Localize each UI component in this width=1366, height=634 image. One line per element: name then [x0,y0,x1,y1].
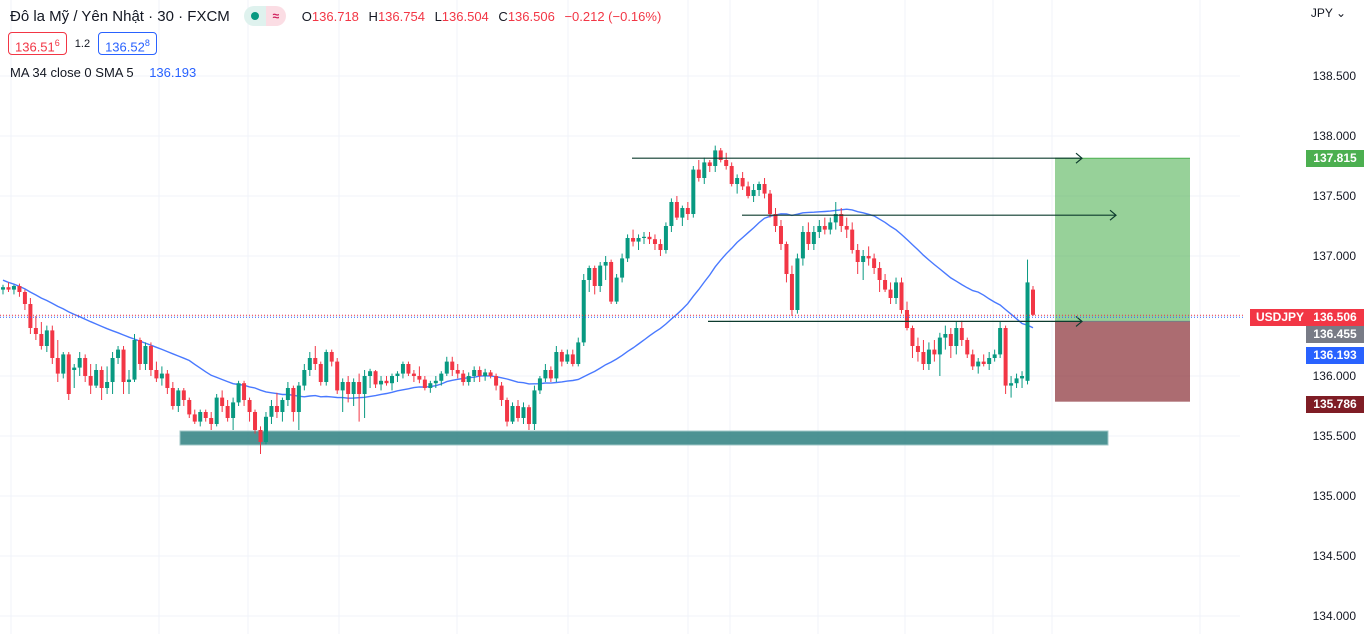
approx-wave-icon: ≈ [265,6,286,26]
change-value: −0.212 (−0.16%) [564,8,662,24]
symbol-legend: Đô la Mỹ / Yên Nhật · 30 · FXCM ≈ O136.7… [10,6,667,26]
ma-indicator-value: 136.193 [149,65,197,80]
low-value: 136.504 [441,8,489,24]
quote-row: 136.516 1.2 136.528 [8,32,157,55]
currency-selector[interactable]: JPY ⌄ [1310,6,1346,20]
price-axis-tick: 136.000 [1312,369,1356,383]
buy-button[interactable]: 136.528 [98,32,157,55]
price-axis-tick: 138.000 [1312,129,1356,143]
horizontal-rays[interactable] [632,152,1117,327]
entry-price-tag: 136.455 [1306,326,1364,343]
price-axis-tick: 135.500 [1312,429,1356,443]
high-value: 136.754 [377,8,425,24]
ma-price-tag: 136.193 [1306,347,1364,364]
ma-line [2,208,1034,399]
symbol-tag: USDJPY [1250,309,1311,326]
ohlc-values: O136.718 H136.754 L136.504 C136.506 −0.2… [301,8,662,24]
market-open-dot-icon [250,12,259,20]
ma-indicator-legend[interactable]: MA 34 close 0 SMA 5 136.193 [10,65,196,80]
market-status-pill[interactable]: ≈ [243,6,286,26]
ma-indicator-label: MA 34 close 0 SMA 5 [10,65,134,80]
stop-price-tag: 135.786 [1306,396,1364,413]
price-axis-tick: 135.000 [1312,489,1356,503]
target-price-tag: 137.815 [1306,150,1364,167]
sell-button[interactable]: 136.516 [8,32,67,55]
symbol-title[interactable]: Đô la Mỹ / Yên Nhật · 30 · FXCM [10,7,230,25]
spread-value: 1.2 [74,37,91,50]
price-axis-tick: 138.500 [1312,69,1356,83]
price-axis-tick: 137.500 [1312,189,1356,203]
drawing-zones[interactable] [179,157,1190,446]
price-axis-tick: 134.500 [1312,549,1356,563]
close-value: 136.506 [507,8,555,24]
last-price-line [0,314,1245,318]
candlestick-series [1,145,1035,454]
open-value: 136.718 [311,8,359,24]
last-price-tag: 136.506 [1306,309,1364,326]
price-axis-tick: 137.000 [1312,249,1356,263]
price-axis-tick: 134.000 [1312,609,1356,623]
